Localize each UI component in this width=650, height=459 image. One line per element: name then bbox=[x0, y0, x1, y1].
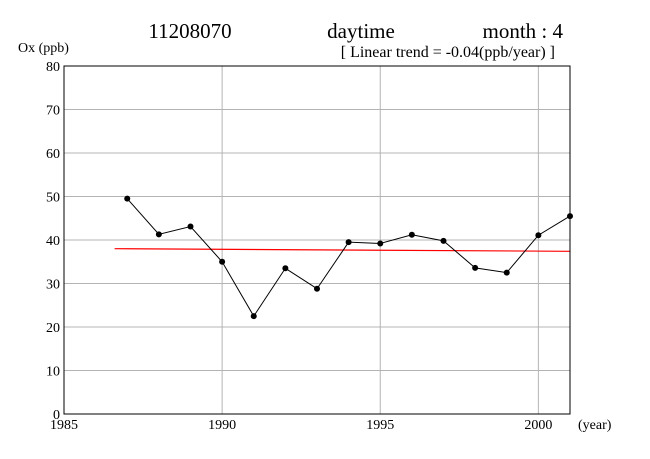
data-point bbox=[250, 313, 257, 320]
data-point bbox=[219, 258, 226, 265]
data-point bbox=[314, 285, 320, 292]
y-tick-label: 0 bbox=[53, 408, 60, 423]
data-point bbox=[408, 231, 415, 238]
x-tick-label: 1985 bbox=[50, 418, 78, 433]
data-point bbox=[155, 231, 162, 238]
trend-line bbox=[114, 248, 571, 252]
plot-frame bbox=[63, 65, 571, 415]
x-axis-label: (year) bbox=[578, 418, 612, 433]
data-point bbox=[440, 237, 447, 244]
data-point bbox=[187, 223, 194, 230]
data-point bbox=[377, 240, 384, 247]
x-tick-label: 2000 bbox=[524, 418, 552, 433]
y-tick-label: 70 bbox=[46, 104, 60, 119]
data-point bbox=[472, 264, 479, 271]
y-tick-label: 80 bbox=[46, 60, 60, 75]
station-id: 11208070 bbox=[148, 19, 231, 43]
data-point bbox=[345, 239, 352, 246]
y-tick-label: 60 bbox=[46, 147, 60, 162]
y-axis-label: Ox (ppb) bbox=[18, 41, 69, 56]
y-tick-label: 40 bbox=[46, 234, 60, 249]
data-point bbox=[282, 265, 289, 272]
y-tick-label: 30 bbox=[46, 278, 60, 293]
y-tick-label: 10 bbox=[46, 365, 60, 380]
trend-label: [ Linear trend = -0.04(ppb/year) ] bbox=[341, 44, 555, 61]
data-point bbox=[535, 232, 542, 239]
x-tick-label: 1995 bbox=[366, 418, 394, 433]
y-tick-label: 50 bbox=[46, 191, 60, 206]
series-line bbox=[126, 198, 571, 318]
y-tick-label: 20 bbox=[46, 321, 60, 336]
trend-line-group bbox=[114, 248, 571, 252]
period-label: daytime bbox=[327, 19, 395, 43]
tick-labels: 1985 1990 1995 2000 0 10 20 30 40 50 60 70 80 bbox=[46, 60, 552, 433]
month-label: month : 4 bbox=[482, 19, 563, 43]
data-series bbox=[124, 195, 573, 320]
data-point bbox=[503, 269, 510, 276]
grid bbox=[64, 66, 570, 414]
data-point bbox=[124, 195, 131, 202]
x-tick-label: 1990 bbox=[208, 418, 236, 433]
